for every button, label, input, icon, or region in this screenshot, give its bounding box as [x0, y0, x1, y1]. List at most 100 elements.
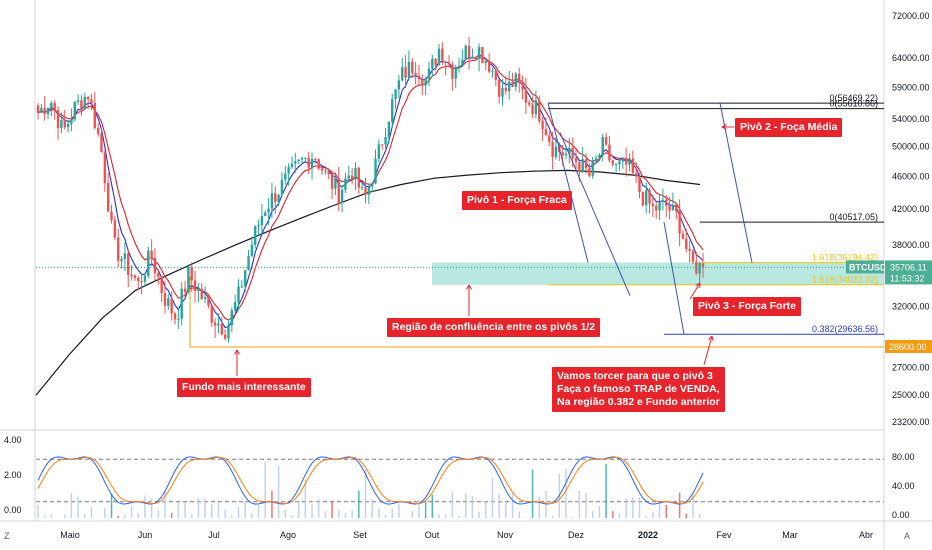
candle-body	[598, 155, 601, 159]
candle-body	[350, 175, 354, 179]
price-tick-label: 32000.00	[892, 302, 930, 312]
candle-body	[437, 48, 441, 66]
candle-body	[187, 267, 190, 292]
candle-body	[481, 47, 484, 64]
candle-body	[277, 194, 280, 203]
candle-body	[247, 255, 250, 271]
trend-line	[663, 222, 685, 335]
fib-1618-b-label: 1.618(34023.32)	[812, 275, 878, 285]
candle-body	[110, 211, 113, 221]
candle-body	[464, 45, 467, 61]
level-tag: 28600.00	[889, 342, 927, 352]
candle-body	[337, 178, 340, 203]
candle-body	[250, 244, 254, 256]
fib-0-top-label: 0(56469.22)	[829, 93, 878, 103]
candle-body	[568, 147, 571, 154]
fib-1618-a-label: 1.618(36194.42)	[812, 253, 878, 263]
arrow-fundo-head	[234, 349, 240, 355]
candle-body	[63, 119, 66, 128]
candle-body	[320, 168, 324, 171]
candle-body	[153, 257, 157, 274]
candle-body	[220, 323, 223, 335]
candle-body	[147, 250, 150, 276]
candle-body	[36, 105, 40, 113]
ema-fast-line	[37, 53, 704, 329]
ind-right-tick: 0.00	[892, 510, 910, 520]
candle-body	[497, 79, 501, 97]
candle-body	[401, 67, 404, 81]
candle-body	[40, 107, 43, 113]
candle-body	[90, 99, 93, 103]
countdown-tag: 11:53:32	[890, 273, 924, 283]
time-axis-label: Jul	[208, 530, 220, 540]
candle-body	[310, 158, 314, 168]
timezone-button[interactable]: Z	[4, 531, 10, 541]
candle-body	[177, 318, 180, 320]
candle-body	[427, 68, 431, 79]
symbol-tag-bg	[846, 260, 884, 274]
price-tick-label: 27000.00	[892, 363, 930, 373]
candle-body	[424, 78, 427, 86]
candle-body	[53, 103, 56, 111]
candle-body	[237, 286, 240, 302]
candle-body	[190, 267, 193, 281]
time-axis-label: Out	[425, 530, 440, 540]
candle-body	[534, 100, 538, 115]
candle-body	[631, 158, 635, 174]
candle-body	[524, 89, 528, 103]
candle-body	[477, 47, 481, 59]
price-tick-label: 72000.00	[892, 11, 930, 21]
ind-right-tick: 80.00	[892, 452, 915, 462]
candle-body	[284, 173, 287, 180]
candle-body	[538, 100, 541, 121]
candle-body	[377, 144, 381, 159]
candle-body	[644, 190, 648, 206]
candle-body	[507, 81, 511, 92]
candle-body	[628, 158, 631, 165]
candle-body	[551, 142, 554, 158]
ind-left-tick: 2.00	[4, 470, 22, 480]
auto-scale-button[interactable]: A	[904, 531, 911, 541]
candle-body	[360, 187, 364, 189]
candle-body	[471, 56, 474, 59]
candle-body	[578, 162, 581, 172]
candle-body	[157, 273, 160, 278]
candle-body	[347, 175, 350, 179]
candle-body	[70, 119, 73, 124]
time-axis-label: Mar	[782, 530, 798, 540]
candle-body	[163, 293, 167, 306]
arrow-note	[703, 335, 713, 366]
candle-body	[504, 87, 508, 92]
candle-body	[611, 160, 614, 165]
candle-body	[287, 167, 290, 174]
annotation-pivo-1: Pivô 1 - Força Fraca	[462, 191, 572, 210]
candle-body	[46, 107, 50, 115]
candle-body	[200, 288, 203, 299]
candle-body	[658, 201, 661, 211]
candle-body	[307, 157, 310, 168]
candle-body	[340, 189, 344, 203]
candle-body	[180, 288, 183, 319]
candle-body	[80, 100, 83, 110]
candle-body	[648, 190, 651, 204]
candle-body	[264, 212, 267, 216]
candle-body	[243, 270, 247, 287]
candle-body	[113, 220, 117, 238]
candle-body	[417, 75, 421, 80]
candle-body	[514, 73, 518, 88]
price-tick-label: 38000.00	[892, 240, 930, 250]
candle-body	[474, 56, 477, 59]
candle-body	[434, 59, 437, 66]
candle-body	[421, 79, 424, 86]
candle-body	[170, 298, 173, 314]
candle-body	[160, 277, 163, 294]
price-tick-label: 42000.00	[892, 204, 930, 214]
level-tag-bg	[885, 339, 932, 353]
price-tick-label: 25000.00	[892, 390, 930, 400]
candle-body	[230, 310, 234, 326]
candle-body	[227, 325, 230, 339]
candle-body	[93, 102, 97, 129]
time-axis-label: Fev	[716, 530, 732, 540]
